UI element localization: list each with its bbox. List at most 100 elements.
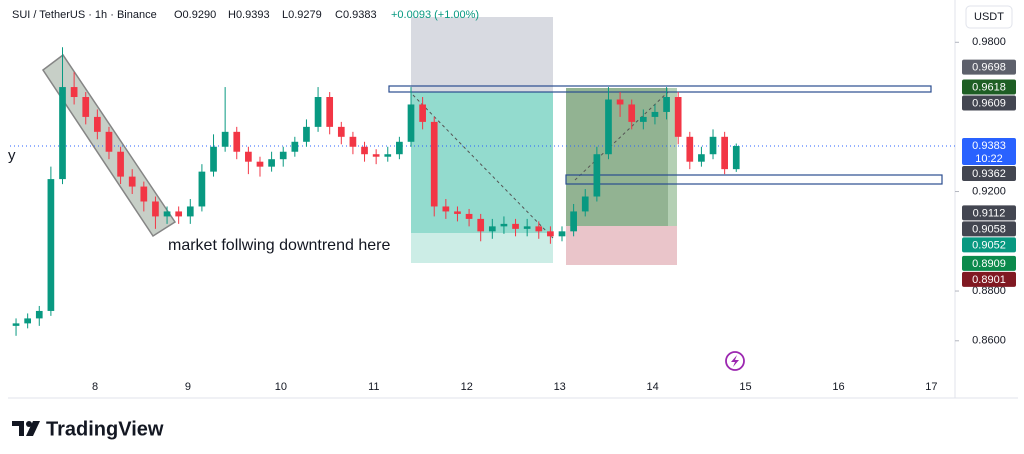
candle-body xyxy=(488,226,496,232)
price-label-box xyxy=(962,205,1016,221)
candle-body xyxy=(24,318,32,324)
price-label: 0.9618 xyxy=(972,81,1006,93)
candle-body xyxy=(221,131,229,147)
candle-body xyxy=(105,131,113,152)
candle-body xyxy=(279,151,287,160)
logo-mark xyxy=(12,421,24,436)
candle-body xyxy=(47,179,55,311)
candle-body xyxy=(326,97,334,127)
long-profit-edge xyxy=(668,88,677,226)
candle-body xyxy=(268,159,275,167)
ohlc-low: L0.9279 xyxy=(282,9,322,21)
price-label-box xyxy=(962,255,1016,271)
price-label-time: 10:22 xyxy=(975,153,1003,165)
logo xyxy=(12,421,40,436)
currency-button[interactable] xyxy=(965,5,1013,29)
ohlc-close: C0.9383 xyxy=(335,9,377,21)
candle-body xyxy=(152,201,159,217)
position-stop-zone xyxy=(411,17,553,92)
position-target-zone xyxy=(411,233,553,263)
x-tick-label: 17 xyxy=(925,381,937,393)
ohlc-open: O0.9290 xyxy=(174,9,216,21)
candle-body xyxy=(396,141,403,155)
x-tick-label: 14 xyxy=(646,381,658,393)
chart-title: SUI / TetherUS · 1h · Binance xyxy=(12,9,157,21)
candle-body xyxy=(709,136,717,155)
candle-body xyxy=(94,116,101,132)
x-tick-label: 8 xyxy=(92,381,98,393)
watermark: TradingView xyxy=(46,418,164,440)
candle-body xyxy=(163,211,171,217)
price-label: 0.9383 xyxy=(972,140,1006,152)
price-label: 0.9112 xyxy=(973,207,1006,219)
change: +0.0093 (+1.00%) xyxy=(391,9,479,21)
left-fragment: y xyxy=(8,147,16,164)
x-tick-label: 10 xyxy=(275,381,287,393)
x-tick-label: 9 xyxy=(185,381,191,393)
candle-body xyxy=(117,151,124,177)
price-label-box xyxy=(962,221,1016,237)
candle-body xyxy=(303,126,310,142)
candle-body xyxy=(35,310,43,319)
candle-body xyxy=(558,231,566,237)
currency[interactable]: USDT xyxy=(974,11,1004,23)
y-tick-label: 0.8600 xyxy=(972,335,1006,347)
support-box xyxy=(565,174,943,185)
price-label-box xyxy=(962,271,1016,287)
x-tick-label: 13 xyxy=(554,381,566,393)
candle-body xyxy=(721,136,728,170)
candle-body xyxy=(361,146,368,155)
y-tick-label: 0.8800 xyxy=(972,285,1006,297)
candle-body xyxy=(175,211,183,217)
candle-body xyxy=(651,111,659,117)
annotation: market follwing downtrend here xyxy=(168,237,390,254)
resistance-box xyxy=(388,85,932,93)
candle-body xyxy=(349,136,357,147)
candle-body xyxy=(454,211,461,214)
price-label-box xyxy=(962,79,1016,95)
logo-dot xyxy=(26,421,32,427)
candle-body xyxy=(372,154,380,157)
candle-body xyxy=(128,176,136,187)
price-label: 0.9609 xyxy=(972,97,1006,109)
candle-body xyxy=(198,171,206,207)
logo-mark xyxy=(26,421,40,436)
x-tick-label: 16 xyxy=(832,381,844,393)
price-label: 0.9058 xyxy=(972,223,1006,235)
candle-body xyxy=(581,196,589,212)
ohlc-high: H0.9393 xyxy=(228,9,270,21)
candle-body xyxy=(407,104,415,142)
price-label-box xyxy=(962,59,1016,75)
candle-body xyxy=(419,104,426,122)
price-label-box xyxy=(962,166,1016,182)
candle-body xyxy=(291,141,299,152)
candle-body xyxy=(442,206,450,212)
candle-body xyxy=(512,223,519,229)
candle-body xyxy=(186,206,194,217)
candle-body xyxy=(523,226,531,229)
event-bolt xyxy=(731,355,739,367)
long-stop-zone xyxy=(566,226,677,265)
candle-body xyxy=(337,126,345,137)
candle-body xyxy=(698,154,705,162)
candle-body xyxy=(628,104,636,122)
candle-body xyxy=(210,146,217,172)
candle-body xyxy=(70,87,78,98)
y-tick-label: 0.9200 xyxy=(972,185,1006,197)
candle-body xyxy=(616,99,624,105)
candle-body xyxy=(59,87,66,180)
candle-body xyxy=(465,213,473,219)
candle-body xyxy=(500,223,508,227)
candle-body xyxy=(430,121,438,207)
candle-body xyxy=(674,97,682,137)
candle-body xyxy=(140,186,148,202)
price-label-box xyxy=(962,237,1016,253)
candle-body xyxy=(314,97,322,127)
x-tick-label: 12 xyxy=(461,381,473,393)
price-label-box xyxy=(962,138,1016,166)
candle-body xyxy=(384,154,392,157)
price-label: 0.9052 xyxy=(972,239,1006,251)
candle-body xyxy=(686,136,694,162)
candle-body xyxy=(12,323,20,326)
